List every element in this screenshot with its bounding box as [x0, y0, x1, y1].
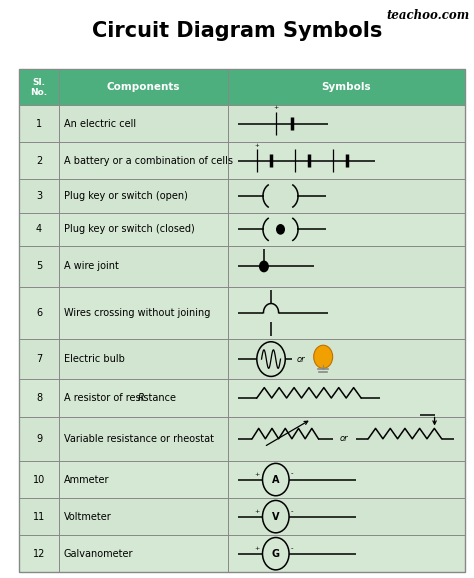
Text: 9: 9	[36, 434, 42, 444]
Text: +: +	[255, 546, 260, 551]
Bar	[19, 246, 465, 287]
Text: G: G	[272, 549, 280, 559]
Text: Variable resistance or rheostat: Variable resistance or rheostat	[64, 434, 214, 444]
Text: Plug key or switch (closed): Plug key or switch (closed)	[64, 224, 194, 234]
Text: Ammeter: Ammeter	[64, 475, 109, 484]
Text: 10: 10	[33, 475, 45, 484]
Circle shape	[277, 225, 284, 234]
Bar	[19, 417, 465, 461]
Text: +: +	[255, 472, 260, 477]
Bar	[19, 339, 465, 380]
Text: or: or	[297, 354, 306, 364]
Text: +: +	[273, 105, 278, 110]
Circle shape	[314, 345, 333, 368]
Text: 12: 12	[33, 549, 45, 559]
Text: -: -	[291, 545, 293, 551]
Text: V: V	[272, 512, 280, 521]
Text: 7: 7	[36, 354, 42, 364]
Text: Plug key or switch (open): Plug key or switch (open)	[64, 191, 188, 201]
Text: 2: 2	[36, 156, 42, 166]
Text: Components: Components	[107, 82, 181, 92]
Text: teachoo.com: teachoo.com	[386, 9, 469, 21]
Text: An electric cell: An electric cell	[64, 118, 136, 129]
Text: A resistor of resistance: A resistor of resistance	[64, 393, 179, 403]
Text: or: or	[340, 434, 348, 443]
Text: A wire joint: A wire joint	[64, 261, 118, 272]
Text: 4: 4	[36, 224, 42, 234]
Text: +: +	[255, 143, 259, 148]
Bar	[19, 105, 465, 142]
Text: 6: 6	[36, 307, 42, 318]
Text: +: +	[255, 509, 260, 514]
Text: R: R	[137, 393, 144, 403]
Text: 3: 3	[36, 191, 42, 201]
Text: Galvanometer: Galvanometer	[64, 549, 133, 559]
Text: 11: 11	[33, 512, 45, 521]
Text: Voltmeter: Voltmeter	[64, 512, 111, 521]
Text: 8: 8	[36, 393, 42, 403]
Text: Sl.
No.: Sl. No.	[30, 77, 47, 97]
Bar	[19, 69, 465, 105]
Bar	[19, 69, 465, 572]
Circle shape	[260, 261, 268, 272]
Text: 1: 1	[36, 118, 42, 129]
Bar	[19, 179, 465, 213]
Bar	[19, 498, 465, 535]
Text: Symbols: Symbols	[322, 82, 371, 92]
Text: Wires crossing without joining: Wires crossing without joining	[64, 307, 210, 318]
Text: Circuit Diagram Symbols: Circuit Diagram Symbols	[92, 21, 382, 42]
Text: -: -	[291, 507, 293, 514]
Text: A: A	[272, 475, 280, 484]
Text: A battery or a combination of cells: A battery or a combination of cells	[64, 156, 233, 166]
Text: -: -	[291, 470, 293, 477]
Text: Electric bulb: Electric bulb	[64, 354, 125, 364]
Text: 5: 5	[36, 261, 42, 272]
